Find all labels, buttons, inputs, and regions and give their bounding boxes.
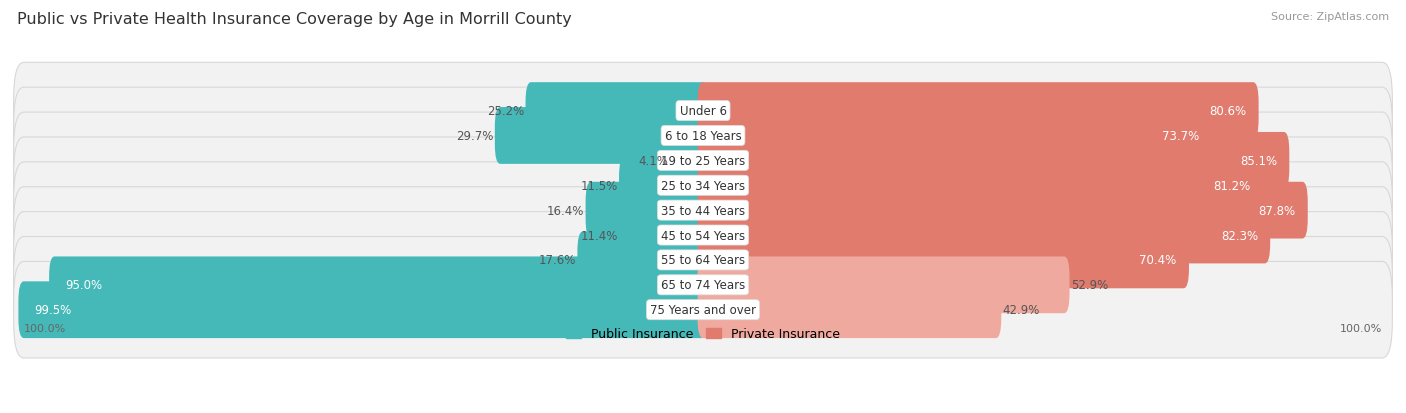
Text: 82.3%: 82.3% bbox=[1220, 229, 1258, 242]
FancyBboxPatch shape bbox=[14, 113, 1392, 209]
Text: 95.0%: 95.0% bbox=[65, 279, 103, 292]
FancyBboxPatch shape bbox=[697, 83, 1258, 140]
FancyBboxPatch shape bbox=[669, 133, 709, 189]
FancyBboxPatch shape bbox=[14, 212, 1392, 309]
FancyBboxPatch shape bbox=[620, 207, 709, 264]
Text: 16.4%: 16.4% bbox=[547, 204, 585, 217]
FancyBboxPatch shape bbox=[697, 282, 1001, 338]
Text: 19 to 25 Years: 19 to 25 Years bbox=[661, 154, 745, 167]
Text: 25 to 34 Years: 25 to 34 Years bbox=[661, 179, 745, 192]
FancyBboxPatch shape bbox=[14, 138, 1392, 234]
FancyBboxPatch shape bbox=[14, 237, 1392, 333]
Text: 75 Years and over: 75 Years and over bbox=[650, 304, 756, 316]
Text: 11.4%: 11.4% bbox=[581, 229, 619, 242]
Text: 100.0%: 100.0% bbox=[24, 324, 66, 334]
FancyBboxPatch shape bbox=[697, 108, 1212, 164]
Text: 29.7%: 29.7% bbox=[456, 130, 494, 142]
FancyBboxPatch shape bbox=[49, 257, 709, 313]
FancyBboxPatch shape bbox=[586, 182, 709, 239]
FancyBboxPatch shape bbox=[578, 232, 709, 289]
FancyBboxPatch shape bbox=[697, 182, 1308, 239]
Text: 80.6%: 80.6% bbox=[1209, 105, 1246, 118]
Text: 25.2%: 25.2% bbox=[486, 105, 524, 118]
Text: 17.6%: 17.6% bbox=[538, 254, 576, 267]
Text: 55 to 64 Years: 55 to 64 Years bbox=[661, 254, 745, 267]
Text: 6 to 18 Years: 6 to 18 Years bbox=[665, 130, 741, 142]
FancyBboxPatch shape bbox=[526, 83, 709, 140]
Text: 42.9%: 42.9% bbox=[1002, 304, 1040, 316]
Text: 81.2%: 81.2% bbox=[1213, 179, 1250, 192]
Text: Public vs Private Health Insurance Coverage by Age in Morrill County: Public vs Private Health Insurance Cover… bbox=[17, 12, 572, 27]
FancyBboxPatch shape bbox=[18, 282, 709, 338]
FancyBboxPatch shape bbox=[697, 257, 1070, 313]
FancyBboxPatch shape bbox=[619, 157, 709, 214]
Text: 87.8%: 87.8% bbox=[1258, 204, 1295, 217]
Text: 45 to 54 Years: 45 to 54 Years bbox=[661, 229, 745, 242]
Text: 70.4%: 70.4% bbox=[1139, 254, 1177, 267]
Text: 100.0%: 100.0% bbox=[1340, 324, 1382, 334]
FancyBboxPatch shape bbox=[697, 133, 1289, 189]
Text: 4.1%: 4.1% bbox=[638, 154, 668, 167]
Text: 65 to 74 Years: 65 to 74 Years bbox=[661, 279, 745, 292]
FancyBboxPatch shape bbox=[14, 63, 1392, 159]
Text: 35 to 44 Years: 35 to 44 Years bbox=[661, 204, 745, 217]
FancyBboxPatch shape bbox=[14, 162, 1392, 259]
FancyBboxPatch shape bbox=[14, 88, 1392, 184]
FancyBboxPatch shape bbox=[495, 108, 709, 164]
Text: 73.7%: 73.7% bbox=[1161, 130, 1199, 142]
Text: 85.1%: 85.1% bbox=[1240, 154, 1277, 167]
Text: 99.5%: 99.5% bbox=[34, 304, 72, 316]
Text: Source: ZipAtlas.com: Source: ZipAtlas.com bbox=[1271, 12, 1389, 22]
Text: Under 6: Under 6 bbox=[679, 105, 727, 118]
FancyBboxPatch shape bbox=[697, 157, 1263, 214]
FancyBboxPatch shape bbox=[697, 207, 1270, 264]
FancyBboxPatch shape bbox=[14, 262, 1392, 358]
FancyBboxPatch shape bbox=[14, 187, 1392, 284]
Text: 11.5%: 11.5% bbox=[581, 179, 617, 192]
Legend: Public Insurance, Private Insurance: Public Insurance, Private Insurance bbox=[561, 322, 845, 345]
Text: 52.9%: 52.9% bbox=[1071, 279, 1108, 292]
FancyBboxPatch shape bbox=[697, 232, 1189, 289]
